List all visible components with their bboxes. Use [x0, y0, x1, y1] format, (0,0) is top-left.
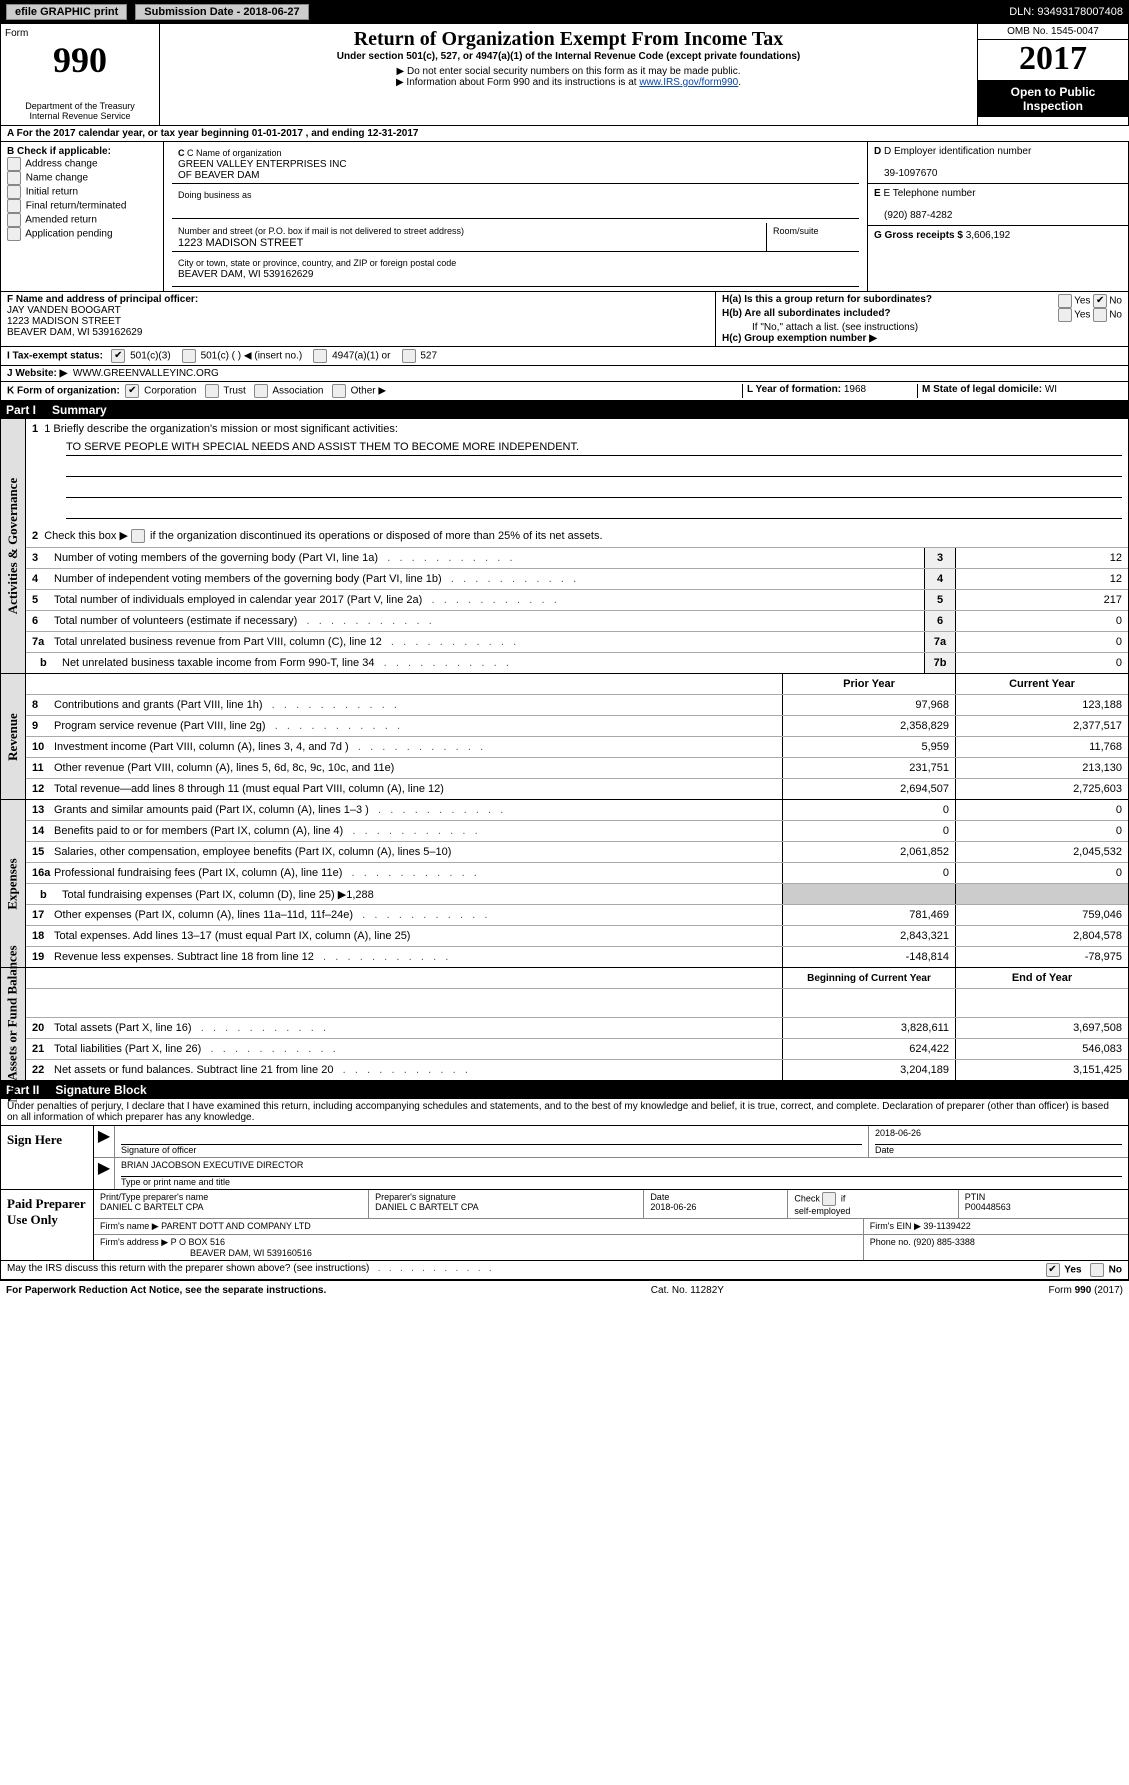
- dept-irs: Internal Revenue Service: [5, 111, 155, 121]
- preparer-date: 2018-06-26: [650, 1202, 696, 1212]
- firm-addr1: P O BOX 516: [171, 1237, 225, 1247]
- ptin: P00448563: [965, 1202, 1011, 1212]
- phone: (920) 887-4282: [874, 210, 952, 221]
- ssn-note: ▶ Do not enter social security numbers o…: [164, 66, 973, 77]
- section-c: C C Name of organization GREEN VALLEY EN…: [164, 142, 868, 291]
- form-number: 990: [5, 39, 155, 81]
- firm-ein: 39-1139422: [923, 1221, 970, 1231]
- line5-val: 217: [955, 590, 1128, 610]
- officer-name: JAY VANDEN BOOGART: [7, 305, 121, 316]
- addr-change-checkbox[interactable]: [7, 157, 21, 171]
- officer-signer: BRIAN JACOBSON EXECUTIVE DIRECTOR: [121, 1160, 1122, 1177]
- firm-phone: (920) 885-3388: [913, 1237, 975, 1247]
- netassets-section: Net Assets or Fund Balances Beginning of…: [0, 968, 1129, 1081]
- submission-date-label: Submission Date - 2018-06-27: [135, 4, 308, 20]
- omb-number: OMB No. 1545-0047: [978, 24, 1128, 40]
- mission-text: TO SERVE PEOPLE WITH SPECIAL NEEDS AND A…: [66, 441, 1122, 456]
- 501c-checkbox[interactable]: [182, 349, 196, 363]
- ein: 39-1097670: [874, 168, 937, 179]
- gross-receipts: 3,606,192: [966, 230, 1011, 241]
- hb-yes-checkbox[interactable]: [1058, 308, 1072, 322]
- section-h: H(a) Is this a group return for subordin…: [716, 292, 1128, 346]
- final-return-checkbox[interactable]: [7, 199, 21, 213]
- open-to-public: Open to Public Inspection: [978, 81, 1128, 117]
- ha-no-checkbox[interactable]: [1093, 294, 1107, 308]
- perjury-statement: Under penalties of perjury, I declare th…: [0, 1099, 1129, 1126]
- discuss-yes-checkbox[interactable]: [1046, 1263, 1060, 1277]
- irs-link[interactable]: www.IRS.gov/form990: [639, 77, 738, 88]
- line4-val: 12: [955, 569, 1128, 589]
- city-state-zip: BEAVER DAM, WI 539162629: [178, 269, 313, 280]
- form-label: Form: [5, 28, 155, 39]
- vlabel-governance: Activities & Governance: [5, 478, 21, 614]
- tax-exempt-row: I Tax-exempt status: 501(c)(3) 501(c) ( …: [0, 347, 1129, 366]
- line7b-val: 0: [955, 653, 1128, 673]
- initial-return-checkbox[interactable]: [7, 185, 21, 199]
- form-title: Return of Organization Exempt From Incom…: [164, 28, 973, 51]
- form-subtitle: Under section 501(c), 527, or 4947(a)(1)…: [164, 51, 973, 62]
- website-row: J Website: ▶ WWW.GREENVALLEYINC.ORG: [0, 366, 1129, 382]
- firm-name: PARENT DOTT AND COMPANY LTD: [161, 1221, 311, 1231]
- firm-addr2: BEAVER DAM, WI 539160516: [100, 1248, 312, 1258]
- org-name-1: GREEN VALLEY ENTERPRISES INC: [178, 159, 347, 170]
- part1-header: Part ISummary: [0, 401, 1129, 419]
- corp-checkbox[interactable]: [125, 384, 139, 398]
- officer-section: F Name and address of principal officer:…: [1, 292, 716, 346]
- 501c3-checkbox[interactable]: [111, 349, 125, 363]
- irs-discuss-row: May the IRS discuss this return with the…: [0, 1261, 1129, 1280]
- line3-val: 12: [955, 548, 1128, 568]
- top-bar: efile GRAPHIC print Submission Date - 20…: [0, 0, 1129, 24]
- sign-date: 2018-06-26: [875, 1128, 1122, 1145]
- other-checkbox[interactable]: [332, 384, 346, 398]
- self-employed-checkbox[interactable]: [822, 1192, 836, 1206]
- ha-yes-checkbox[interactable]: [1058, 294, 1072, 308]
- app-pending-checkbox[interactable]: [7, 227, 21, 241]
- info-note-prefix: ▶ Information about Form 990 and its ins…: [396, 77, 639, 88]
- org-name-2: OF BEAVER DAM: [178, 170, 260, 181]
- website: WWW.GREENVALLEYINC.ORG: [73, 368, 219, 379]
- street-address: 1223 MADISON STREET: [178, 237, 303, 249]
- discuss-no-checkbox[interactable]: [1090, 1263, 1104, 1277]
- paid-preparer-section: Paid Preparer Use Only Print/Type prepar…: [0, 1190, 1129, 1261]
- assoc-checkbox[interactable]: [254, 384, 268, 398]
- governance-section: Activities & Governance 1 1 Briefly desc…: [0, 419, 1129, 674]
- trust-checkbox[interactable]: [205, 384, 219, 398]
- state-domicile: WI: [1045, 384, 1057, 395]
- preparer-name: DANIEL C BARTELT CPA: [100, 1202, 204, 1212]
- period-row: A For the 2017 calendar year, or tax yea…: [0, 126, 1129, 142]
- dept-treasury: Department of the Treasury: [5, 101, 155, 111]
- vlabel-expenses: Expenses: [5, 858, 21, 909]
- tax-year: 2017: [978, 40, 1128, 81]
- 4947-checkbox[interactable]: [313, 349, 327, 363]
- amended-return-checkbox[interactable]: [7, 213, 21, 227]
- section-d: D D Employer identification number 39-10…: [868, 142, 1128, 291]
- 527-checkbox[interactable]: [402, 349, 416, 363]
- line7a-val: 0: [955, 632, 1128, 652]
- section-b: B Check if applicable: Address change Na…: [1, 142, 164, 291]
- sign-here-section: Sign Here ▶ Signature of officer 2018-06…: [0, 1126, 1129, 1190]
- name-change-checkbox[interactable]: [7, 171, 21, 185]
- vlabel-netassets: Net Assets or Fund Balances: [5, 945, 21, 1102]
- form-org-row: K Form of organization: Corporation Trus…: [0, 382, 1129, 401]
- expenses-section: Expenses 13Grants and similar amounts pa…: [0, 800, 1129, 968]
- page-footer: For Paperwork Reduction Act Notice, see …: [0, 1280, 1129, 1300]
- hb-no-checkbox[interactable]: [1093, 308, 1107, 322]
- line6-val: 0: [955, 611, 1128, 631]
- year-formation: 1968: [844, 384, 866, 395]
- preparer-sig: DANIEL C BARTELT CPA: [375, 1202, 479, 1212]
- form-header: Form 990 Department of the Treasury Inte…: [0, 24, 1129, 126]
- dln-label: DLN: 93493178007408: [1009, 6, 1123, 18]
- vlabel-revenue: Revenue: [5, 713, 21, 761]
- discontinued-checkbox[interactable]: [131, 529, 145, 543]
- efile-print-button[interactable]: efile GRAPHIC print: [6, 4, 127, 20]
- revenue-section: Revenue Prior YearCurrent Year 8Contribu…: [0, 674, 1129, 800]
- part2-header: Part IISignature Block: [0, 1081, 1129, 1099]
